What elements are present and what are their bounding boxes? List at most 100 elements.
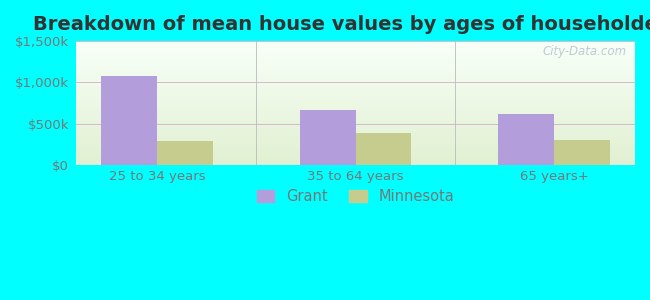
Bar [76,127,635,128]
Bar [76,47,635,49]
Bar [76,147,635,148]
Bar [76,67,635,68]
Bar [76,98,635,100]
Bar [76,75,635,76]
Bar [76,53,635,55]
Title: Breakdown of mean house values by ages of householders: Breakdown of mean house values by ages o… [32,15,650,34]
Bar [76,129,635,130]
Bar [76,46,635,47]
Bar [554,140,610,165]
Bar [76,51,635,52]
Bar [76,94,635,96]
Bar [76,114,635,116]
Bar [76,82,635,83]
Legend: Grant, Minnesota: Grant, Minnesota [251,184,460,210]
Bar [76,146,635,147]
Bar [76,45,635,46]
Bar [76,102,635,103]
Bar [76,85,635,86]
Bar [76,155,635,157]
Bar [76,107,635,108]
Bar [76,117,635,118]
Bar [499,114,554,165]
Bar [76,96,635,97]
Bar [76,50,635,51]
Bar [76,149,635,150]
Bar [76,86,635,87]
Bar [76,62,635,64]
Bar [76,111,635,112]
Bar [76,52,635,53]
Bar [76,103,635,104]
Bar [76,153,635,154]
Bar [300,110,356,165]
Bar [76,78,635,80]
Bar [76,80,635,81]
Bar [76,157,635,158]
Text: City-Data.com: City-Data.com [543,45,627,58]
Bar [76,83,635,85]
Bar [76,93,635,94]
Bar [76,140,635,142]
Bar [76,133,635,134]
Bar [76,122,635,123]
Bar [76,61,635,62]
Bar [76,125,635,127]
Bar [76,159,635,160]
Bar [76,160,635,161]
Bar [76,101,635,102]
Bar [76,42,635,44]
Bar [76,118,635,119]
Bar [76,128,635,129]
Bar [76,55,635,56]
Bar [76,97,635,98]
Bar [76,113,635,114]
Bar [76,110,635,111]
Bar [76,108,635,110]
Bar [76,76,635,77]
Bar [76,87,635,88]
Bar [76,137,635,138]
Bar [76,132,635,133]
Bar [76,49,635,50]
Bar [76,124,635,125]
Bar [76,150,635,152]
Bar [76,163,635,164]
Bar [76,143,635,144]
Bar [76,68,635,70]
Bar [76,77,635,78]
Bar [76,71,635,72]
Bar [76,65,635,66]
Bar [76,152,635,153]
Bar [76,74,635,75]
Bar [76,44,635,45]
Bar [76,56,635,57]
Bar [76,57,635,59]
Bar [76,89,635,91]
Bar [76,138,635,139]
Bar [76,81,635,82]
Bar [76,104,635,106]
Bar [76,134,635,136]
Bar [76,60,635,61]
Bar [76,91,635,92]
Bar [76,161,635,163]
Bar [76,58,635,60]
Bar [76,92,635,93]
Bar [76,106,635,107]
Bar [76,100,635,101]
Bar [76,154,635,155]
Bar [356,133,411,165]
Bar [76,72,635,74]
Bar [76,130,635,132]
Bar [76,148,635,149]
Bar [76,139,635,140]
Bar [76,116,635,117]
Bar [76,158,635,159]
Bar [76,66,635,67]
Bar [76,88,635,89]
Bar [76,64,635,65]
Bar [101,76,157,165]
Bar [76,136,635,137]
Bar [76,144,635,145]
